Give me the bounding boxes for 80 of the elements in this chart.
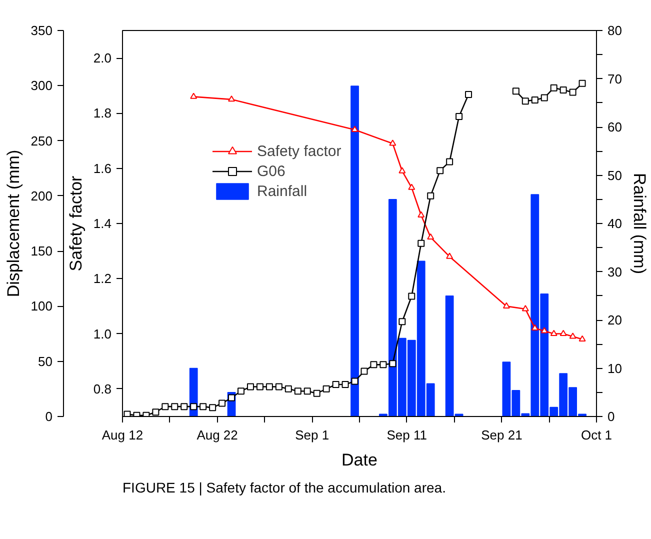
point (456, 113, 463, 120)
point (171, 403, 178, 410)
y3-tick-label: 30 (608, 264, 622, 280)
y3-tick-label: 10 (608, 360, 622, 376)
y2-tick-label: 1.6 (93, 160, 112, 176)
point (370, 361, 378, 368)
point (200, 403, 207, 410)
point (180, 403, 188, 410)
y2-tick-label: 1.0 (93, 326, 112, 342)
y-tick-label: 150 (30, 244, 53, 259)
x-tick-label: Sep 21 (481, 428, 522, 442)
point (218, 400, 226, 407)
y3-tick-label: 40 (608, 216, 622, 231)
point (550, 84, 558, 92)
point (238, 388, 244, 395)
point (436, 167, 444, 174)
point (380, 361, 387, 368)
legend-label: G06 (257, 162, 286, 180)
y2-tick-label: 0.8 (93, 381, 112, 396)
y3-tick-label: 70 (608, 71, 622, 86)
point (304, 388, 311, 395)
y-tick-label: 300 (30, 78, 53, 94)
point (266, 383, 273, 390)
point (408, 292, 416, 300)
y3-tick-label: 20 (608, 312, 622, 328)
y2-tick-label: 1.2 (93, 271, 112, 286)
y3-tick-label: 0 (608, 409, 615, 424)
point (522, 98, 529, 105)
point (560, 86, 567, 94)
point (512, 88, 520, 95)
point (294, 388, 302, 395)
point (578, 80, 586, 87)
y3-axis-title: Rainfall (mm) (630, 172, 649, 274)
point (398, 318, 406, 326)
x-tick-label: Aug 12 (102, 428, 144, 442)
y3-tick-label: 50 (608, 168, 622, 183)
point (351, 378, 358, 385)
legend-label: Rainfall (257, 182, 308, 200)
y-tick-label: 0 (45, 409, 53, 424)
x-tick-label: Sep 11 (386, 428, 428, 442)
point (332, 381, 340, 388)
y3-tick-label: 60 (608, 120, 622, 134)
y-tick-label: 100 (30, 298, 53, 314)
point (427, 192, 434, 200)
point (418, 240, 425, 247)
y-axis-title: Displacement (mm) (4, 150, 23, 298)
point (531, 96, 538, 104)
point (256, 383, 264, 390)
point (246, 383, 254, 390)
point (284, 385, 292, 392)
x-tick-label: Aug 22 (196, 428, 238, 442)
point (569, 88, 576, 96)
point (389, 360, 396, 368)
point (190, 403, 198, 410)
caption: FIGURE 15 | Safety factor of the accumulation area. (122, 480, 446, 496)
point (313, 390, 320, 397)
y2-axis-title: Safety factor (66, 175, 86, 272)
y-tick-label: 200 (30, 188, 53, 204)
y2-tick-label: 2.0 (93, 50, 112, 66)
x-axis-title: Date (342, 450, 378, 470)
point (322, 385, 330, 392)
y2-tick-label: 1.8 (93, 106, 112, 121)
point (275, 383, 282, 390)
y-tick-label: 250 (30, 133, 53, 148)
point (446, 158, 454, 166)
y2-tick-label: 1.4 (93, 216, 112, 231)
point (465, 90, 472, 98)
legend-label: Safety factor (257, 142, 342, 160)
point (162, 403, 169, 410)
x-tick-label: Oct 1 (580, 428, 612, 442)
point (209, 404, 216, 412)
point (360, 368, 368, 375)
y3-tick-label: 80 (608, 23, 622, 38)
point (228, 394, 236, 402)
x-tick-label: Sep 1 (295, 428, 330, 442)
point (342, 381, 349, 388)
y-tick-label: 350 (30, 23, 53, 38)
y-tick-label: 50 (38, 354, 53, 369)
point (152, 408, 160, 416)
point (540, 94, 548, 102)
